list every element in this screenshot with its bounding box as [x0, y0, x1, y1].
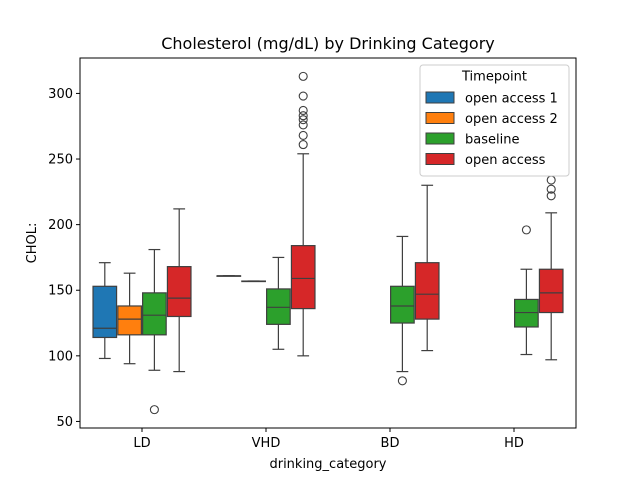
box-open-access-1-VHD: [216, 275, 242, 277]
y-tick-label: 200: [48, 218, 73, 233]
legend-label: open access 1: [465, 92, 558, 107]
legend: Timepoint open access 1 open access 2 base…: [419, 64, 570, 177]
box-iqr: [92, 285, 118, 339]
box-iqr: [538, 268, 564, 314]
box-baseline-LD: [142, 248, 167, 415]
box-open-access-2-VHD: [241, 280, 266, 283]
legend-label: baseline: [465, 133, 519, 148]
plot-frame: [79, 57, 577, 429]
y-tick-label: 300: [48, 87, 73, 102]
legend-swatch: [425, 132, 455, 145]
box-baseline-VHD: [266, 256, 291, 350]
outlier-point: [298, 111, 308, 121]
outlier-point: [149, 405, 159, 415]
x-tick-label: LD: [133, 436, 150, 451]
outlier-point: [298, 115, 308, 125]
outlier-point: [298, 105, 308, 116]
legend-label: open access 2: [465, 112, 558, 127]
box-open-access-2-LD: [117, 272, 142, 365]
chart-title: Cholesterol (mg/dL) by Drinking Category: [161, 34, 495, 53]
x-axis: LD VHD BD HD: [133, 428, 524, 451]
box-iqr: [290, 245, 316, 310]
box-open-access-BD: [414, 184, 440, 352]
outlier-point: [521, 225, 531, 235]
legend-title: Timepoint: [461, 70, 527, 85]
box-iqr: [514, 298, 539, 328]
legend-swatch: [425, 91, 455, 104]
box-open-access-VHD: [290, 71, 316, 357]
box-iqr: [414, 262, 440, 320]
y-tick-label: 50: [56, 415, 73, 430]
legend-swatch: [425, 112, 455, 124]
y-axis-label: CHOL:: [25, 223, 40, 264]
box-iqr: [166, 266, 192, 318]
box-iqr: [142, 292, 167, 336]
box-iqr: [266, 288, 291, 325]
legend-items: open access 1 open access 2 baseline open a…: [425, 91, 558, 168]
legend-swatch: [425, 153, 455, 165]
y-tick-label: 100: [48, 349, 73, 364]
box-iqr: [117, 305, 142, 336]
x-axis-label: drinking_category: [269, 457, 386, 472]
box-open-access-LD: [166, 208, 192, 373]
outlier-point: [546, 184, 556, 194]
outlier-point: [298, 91, 308, 101]
x-tick-label: VHD: [252, 436, 281, 451]
legend-label: open access: [465, 153, 546, 168]
outlier-point: [546, 191, 556, 201]
legend-frame: [419, 64, 570, 177]
outlier-point: [397, 376, 407, 386]
y-axis: 50 100 150 200 250 300: [48, 87, 80, 430]
plot-area: [92, 71, 564, 415]
x-tick-label: BD: [381, 436, 400, 451]
box-open-access-1-LD: [92, 262, 118, 360]
y-tick-label: 250: [48, 153, 73, 168]
box-iqr: [390, 285, 415, 324]
box-baseline-BD: [390, 235, 415, 386]
outlier-point: [298, 71, 308, 81]
outlier-point: [298, 140, 308, 150]
outlier-point: [298, 130, 308, 140]
y-tick-label: 150: [48, 284, 73, 299]
outlier-point: [298, 120, 308, 130]
box-baseline-HD: [514, 225, 539, 356]
box-open-access-HD: [538, 175, 564, 361]
x-tick-label: HD: [504, 436, 524, 451]
